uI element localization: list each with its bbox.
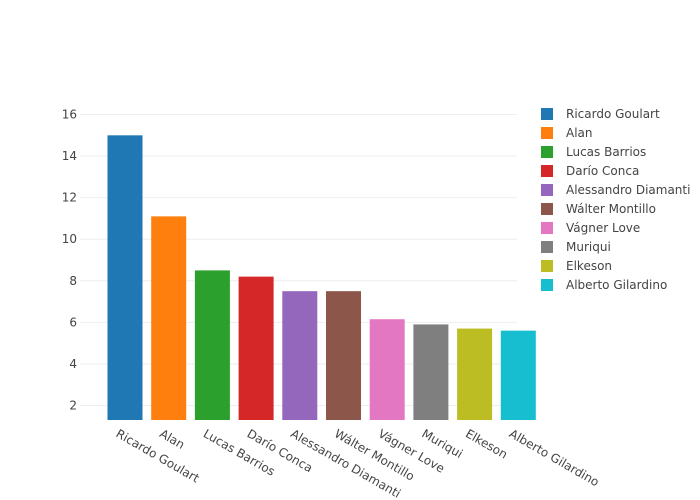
legend-label: Elkeson [566, 259, 612, 273]
bar-4[interactable] [238, 276, 274, 420]
legend-swatch [541, 279, 553, 291]
bars [107, 135, 536, 420]
legend-label: Alan [566, 126, 593, 140]
y-tick-label: 12 [62, 191, 77, 205]
y-tick-label: 4 [69, 357, 77, 371]
legend-swatch [541, 184, 553, 196]
legend-item[interactable]: Alan [541, 126, 593, 140]
legend-label: Vágner Love [566, 221, 640, 235]
x-tick-label: Ricardo Goulart [114, 426, 202, 485]
bar-1[interactable] [107, 135, 143, 420]
legend: Ricardo Goulart Alan Lucas Barrios Darío Co… [541, 107, 690, 292]
legend-swatch [541, 260, 553, 272]
legend-item[interactable]: Vágner Love [541, 221, 640, 235]
legend-label: Lucas Barrios [566, 145, 646, 159]
y-tick-label: 14 [62, 149, 77, 163]
legend-label: Alessandro Diamanti [566, 183, 690, 197]
legend-label: Ricardo Goulart [566, 107, 660, 121]
legend-item[interactable]: Muriqui [541, 240, 611, 254]
y-tick-label: 10 [62, 232, 77, 246]
legend-label: Wálter Montillo [566, 202, 656, 216]
x-tick-label: Elkeson [463, 426, 510, 461]
bar-8[interactable] [413, 324, 449, 420]
y-axis-ticks: 2 4 6 8 10 12 14 16 [62, 108, 77, 413]
bar-6[interactable] [326, 291, 361, 420]
legend-item[interactable]: Ricardo Goulart [541, 107, 660, 121]
legend-item[interactable]: Alessandro Diamanti [541, 183, 690, 197]
legend-item[interactable]: Lucas Barrios [541, 145, 646, 159]
bar-5[interactable] [282, 291, 318, 420]
legend-swatch [541, 127, 553, 139]
legend-swatch [541, 146, 553, 158]
legend-swatch [541, 203, 553, 215]
legend-item[interactable]: Wálter Montillo [541, 202, 656, 216]
y-tick-label: 16 [62, 108, 77, 122]
bar-7[interactable] [369, 319, 405, 420]
legend-swatch [541, 222, 553, 234]
x-tick-label: Alan [157, 426, 187, 451]
bar-3[interactable] [194, 270, 230, 420]
x-tick-label: Alberto Gilardino [507, 426, 602, 489]
legend-swatch [541, 165, 553, 177]
legend-swatch [541, 241, 553, 253]
legend-label: Alberto Gilardino [566, 278, 667, 292]
bar-9[interactable] [457, 328, 493, 420]
y-tick-label: 6 [69, 315, 77, 329]
legend-label: Muriqui [566, 240, 611, 254]
bar-2[interactable] [151, 216, 187, 420]
bar-10[interactable] [500, 330, 536, 420]
y-tick-label: 8 [69, 274, 77, 288]
y-tick-label: 2 [69, 398, 77, 412]
legend-label: Darío Conca [566, 164, 639, 178]
legend-swatch [541, 108, 553, 120]
legend-item[interactable]: Alberto Gilardino [541, 278, 667, 292]
legend-item[interactable]: Elkeson [541, 259, 612, 273]
legend-item[interactable]: Darío Conca [541, 164, 639, 178]
